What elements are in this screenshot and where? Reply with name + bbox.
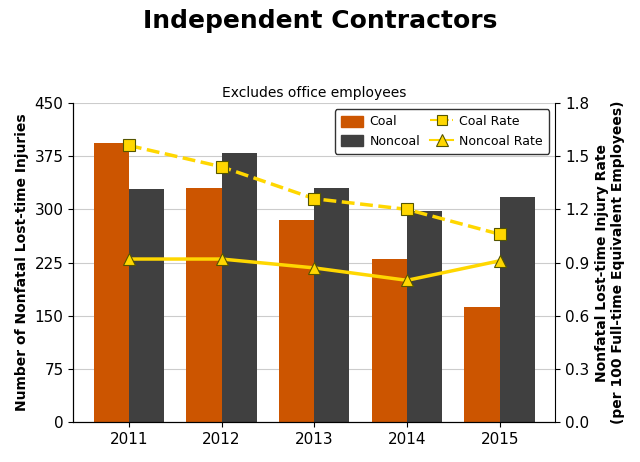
Bar bbox=[186, 188, 221, 422]
Bar bbox=[221, 152, 257, 422]
Title: Excludes office employees: Excludes office employees bbox=[222, 86, 406, 100]
Coal Rate bbox=[218, 164, 225, 170]
Coal Rate bbox=[125, 143, 132, 148]
Coal Rate bbox=[310, 196, 318, 201]
Y-axis label: Nonfatal Lost-time Injury Rate
(per 100 Full-time Equivalent Employees): Nonfatal Lost-time Injury Rate (per 100 … bbox=[595, 101, 625, 424]
Noncoal Rate bbox=[125, 256, 132, 262]
Bar bbox=[93, 143, 129, 422]
Noncoal Rate bbox=[403, 278, 411, 283]
Bar bbox=[279, 220, 314, 422]
Text: Independent Contractors: Independent Contractors bbox=[143, 9, 497, 33]
Line: Noncoal Rate: Noncoal Rate bbox=[123, 253, 506, 286]
Legend: Coal, Noncoal, Coal Rate, Noncoal Rate: Coal, Noncoal, Coal Rate, Noncoal Rate bbox=[335, 109, 549, 154]
Bar bbox=[500, 197, 535, 422]
Y-axis label: Number of Nonfatal Lost-time Injuries: Number of Nonfatal Lost-time Injuries bbox=[15, 114, 29, 411]
Bar bbox=[372, 259, 407, 422]
Bar bbox=[465, 307, 500, 422]
Bar bbox=[129, 189, 164, 422]
Noncoal Rate bbox=[218, 256, 225, 262]
Line: Coal Rate: Coal Rate bbox=[124, 140, 505, 240]
Bar bbox=[407, 211, 442, 422]
Noncoal Rate bbox=[496, 258, 504, 264]
Noncoal Rate bbox=[310, 265, 318, 271]
Coal Rate bbox=[403, 207, 411, 212]
Bar bbox=[314, 188, 349, 422]
Coal Rate bbox=[496, 231, 504, 237]
